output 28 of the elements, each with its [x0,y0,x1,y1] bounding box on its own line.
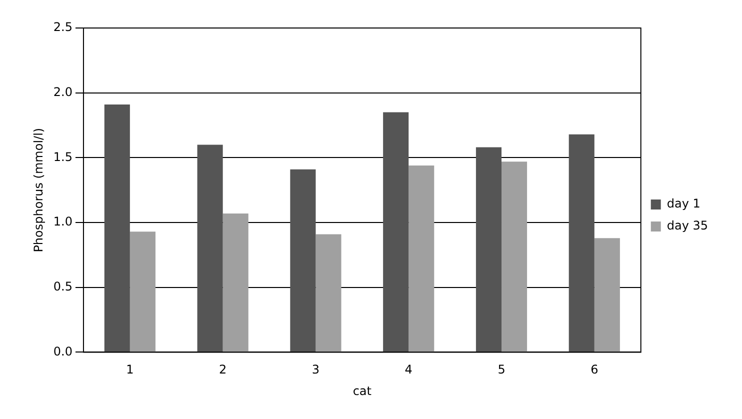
x-tick-label: 1 [126,362,134,377]
bar [316,234,342,352]
bar [104,104,130,352]
bar [130,232,156,352]
bar [594,238,620,352]
x-tick-label: 3 [312,362,320,377]
y-axis-title: Phosphorus (mmol/l) [31,128,46,252]
y-tick-label: 0.0 [53,344,72,358]
bar [290,169,316,352]
x-axis-title: cat [352,384,372,398]
bar [568,134,594,352]
legend-label: day 35 [666,218,708,233]
bar [502,162,528,352]
y-tick-label: 0.5 [53,279,72,294]
y-tick-label: 1.5 [53,150,72,164]
bar [408,165,434,352]
x-tick-label: 4 [404,362,412,377]
y-tick-label: 1.0 [53,214,72,229]
y-tick-label: 2.5 [53,20,72,34]
legend-label: day 1 [666,196,700,211]
x-tick-label: 2 [219,362,227,377]
x-tick-label: 5 [498,362,506,377]
x-tick-label: 6 [590,362,598,377]
bar [222,213,248,352]
y-tick-label: 2.0 [53,84,72,99]
bar [383,112,409,352]
bar [476,147,502,352]
bar [197,144,223,352]
